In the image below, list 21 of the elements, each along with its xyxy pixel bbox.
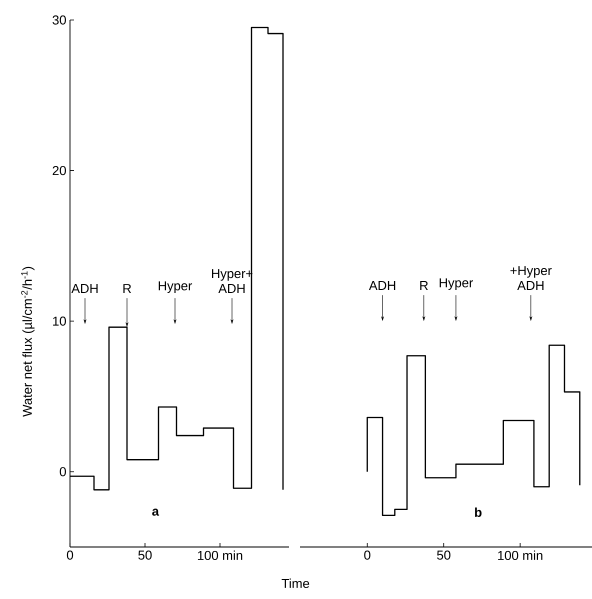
y-axis-title: Water net flux (µl/cm$^{-2}$/h$^{-1}$) bbox=[21, 266, 34, 417]
y-tick-label: 30 bbox=[52, 15, 66, 25]
annotation: a bbox=[152, 508, 160, 516]
annotation: Hyper bbox=[440, 278, 473, 290]
annotation: b bbox=[475, 507, 482, 517]
x-tick-label: 50 bbox=[138, 550, 152, 560]
annotation: ADH bbox=[368, 281, 396, 290]
annotation: ADH bbox=[71, 284, 98, 293]
annotation: Hyper bbox=[158, 281, 192, 293]
x-tick-label: 100 min bbox=[198, 550, 242, 560]
annotation: R bbox=[123, 284, 132, 293]
annotation: R bbox=[420, 281, 428, 290]
x-tick-label: 100 min bbox=[498, 550, 542, 560]
y-tick-label: 20 bbox=[52, 166, 66, 176]
x-tick-label: 50 bbox=[437, 550, 450, 560]
y-tick-label: 0 bbox=[60, 467, 66, 476]
annotation: +Hyper ADH bbox=[510, 266, 552, 290]
x-tick-label: 0 bbox=[364, 550, 370, 560]
x-axis-title: Time bbox=[282, 578, 310, 588]
x-tick-label: 0 bbox=[66, 550, 74, 560]
y-tick-label: 10 bbox=[53, 316, 66, 326]
